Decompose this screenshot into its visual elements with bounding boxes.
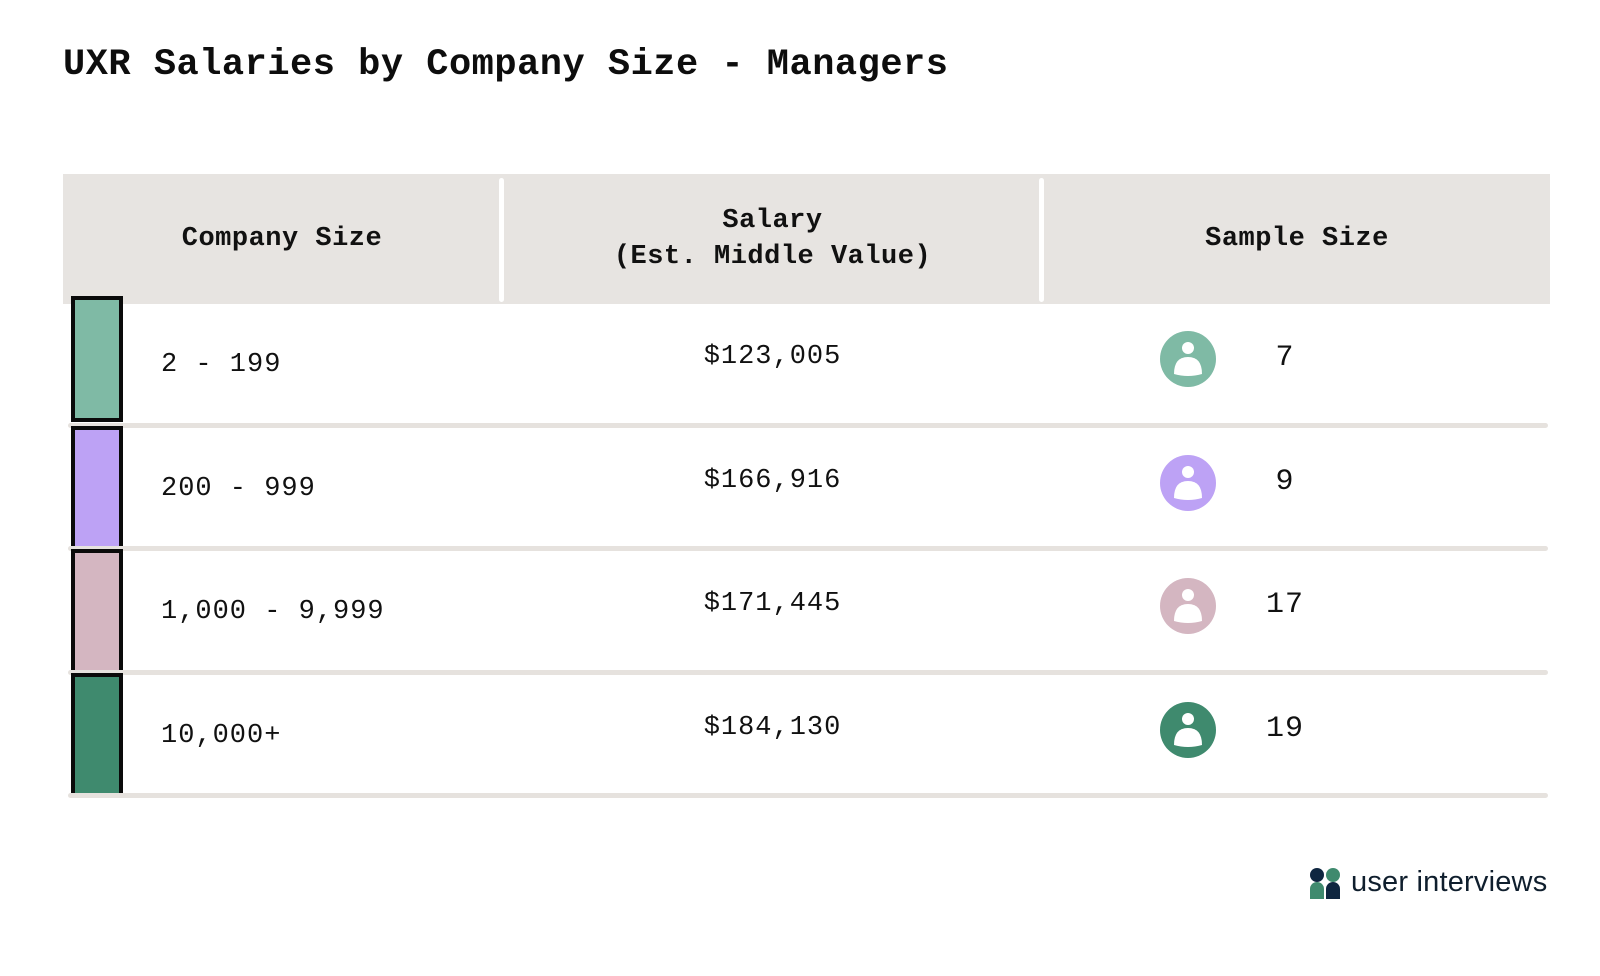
company-size-cell: 2 - 199 <box>161 350 282 380</box>
row-color-swatch <box>71 425 123 551</box>
table-row: 1,000 - 9,999 $171,445 17 <box>63 549 1550 678</box>
salary-cell: $166,916 <box>703 465 842 496</box>
person-icon <box>1160 454 1216 511</box>
row-divider <box>68 669 1548 675</box>
salary-cell: $171,445 <box>703 589 842 619</box>
person-icon <box>1160 331 1216 387</box>
salary-cell: $123,005 <box>703 342 842 372</box>
user-interviews-logo-icon <box>1310 867 1340 899</box>
table-header: Company Size Salary (Est. Middle Value) … <box>63 174 1550 304</box>
company-size-cell: 1,000 - 9,999 <box>161 597 385 627</box>
header-divider <box>1039 178 1044 302</box>
row-color-swatch <box>71 296 123 422</box>
company-size-cell: 200 - 999 <box>161 473 316 504</box>
sample-size-cell: 17 <box>1265 588 1304 622</box>
row-color-swatch <box>71 672 123 798</box>
salary-table: Company Size Salary (Est. Middle Value) … <box>63 174 1550 804</box>
row-divider <box>68 546 1548 551</box>
sample-size-cell: 9 <box>1275 464 1295 499</box>
logo-text: user interviews <box>1351 866 1548 898</box>
row-divider <box>68 793 1548 798</box>
company-size-cell: 10,000+ <box>161 720 282 751</box>
chart-title: UXR Salaries by Company Size - Managers <box>63 44 949 86</box>
person-icon <box>1160 701 1216 758</box>
header-salary: Salary (Est. Middle Value) <box>613 206 932 272</box>
table-row: 2 - 199 $123,005 7 <box>63 296 1550 431</box>
row-color-swatch <box>71 549 123 675</box>
row-divider <box>68 422 1548 428</box>
table-row: 200 - 999 $166,916 9 <box>63 425 1550 555</box>
sample-size-cell: 7 <box>1275 341 1295 375</box>
header-company-size: Company Size <box>181 224 383 254</box>
header-sample-size: Sample Size <box>1205 224 1389 254</box>
sample-size-cell: 19 <box>1265 711 1304 746</box>
salary-cell: $184,130 <box>703 712 842 743</box>
person-icon <box>1160 578 1216 634</box>
user-interviews-logo: user interviews <box>1309 866 1547 899</box>
table-row: 10,000+ $184,130 19 <box>63 672 1550 802</box>
header-divider <box>499 178 504 302</box>
